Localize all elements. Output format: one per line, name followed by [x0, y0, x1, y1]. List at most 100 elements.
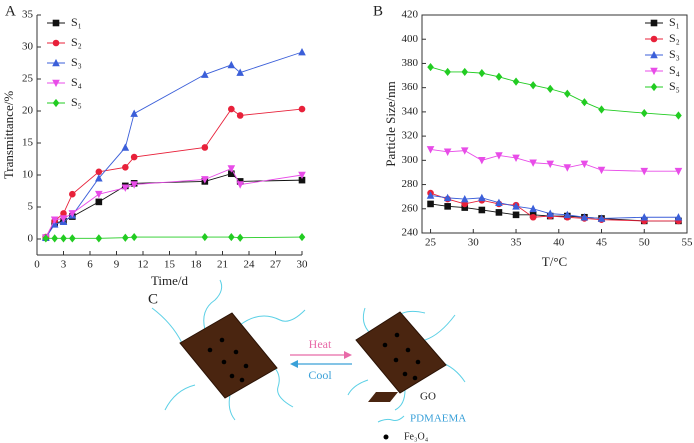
marker — [426, 191, 435, 199]
marker — [227, 60, 236, 69]
marker — [427, 62, 434, 72]
arrow-head — [344, 351, 352, 359]
marker — [478, 206, 486, 214]
series-line — [45, 236, 303, 239]
y-tick-label: 380 — [402, 57, 419, 69]
fe3o4-particle — [233, 349, 239, 355]
marker — [426, 146, 435, 154]
fe3o4-particle — [229, 373, 235, 379]
x-tick-label: 25 — [425, 237, 437, 249]
y-tick-label: 20 — [22, 105, 34, 117]
x-tick-label: 55 — [682, 237, 694, 249]
y-tick-label: 420 — [402, 9, 419, 21]
go-sheet — [355, 311, 447, 394]
heat-label: Heat — [309, 337, 332, 351]
polymer-chain — [239, 309, 306, 326]
legend-label: S₂ — [669, 31, 680, 45]
x-tick-label: 21 — [217, 259, 228, 271]
marker — [201, 70, 209, 78]
legend-marker — [650, 82, 658, 92]
legend-label: Fe₃O₄ — [404, 431, 429, 442]
fe3o4-particle — [382, 342, 388, 348]
x-tick-label: 24 — [244, 259, 256, 271]
marker — [495, 198, 503, 207]
polymer-chain — [151, 307, 183, 344]
marker — [563, 164, 572, 172]
x-tick-label: 30 — [297, 259, 309, 271]
charts: A0 3 6 9 12 15 18 21 24 27 3005101520253035Time/dT… — [1, 3, 693, 288]
marker — [236, 112, 244, 119]
panel-label: C — [148, 291, 158, 307]
marker — [461, 67, 469, 77]
x-tick-label: 18 — [191, 259, 203, 271]
series-line — [45, 108, 303, 238]
x-tick-label: 30 — [468, 237, 480, 249]
fe3o4-particle — [394, 332, 400, 338]
legend-label: S₄ — [71, 75, 82, 89]
marker — [228, 232, 235, 242]
marker — [478, 157, 486, 165]
x-tick-label: 40 — [553, 237, 565, 249]
fe3o4-particle — [402, 371, 408, 377]
fe3o4-particle — [393, 357, 399, 363]
legend-label: S₃ — [669, 47, 680, 61]
y-tick-label: 0 — [28, 233, 34, 245]
panel-label: A — [5, 3, 16, 19]
x-axis-label: Time/d — [151, 273, 189, 288]
x-tick-label: 6 — [87, 259, 93, 271]
marker — [529, 159, 537, 167]
marker — [236, 233, 244, 242]
marker — [495, 209, 503, 216]
marker — [121, 143, 130, 151]
marker — [69, 190, 76, 198]
y-tick-label: 15 — [22, 137, 34, 149]
cool-label: Cool — [308, 368, 332, 382]
marker — [60, 234, 67, 243]
marker — [674, 167, 683, 176]
marker — [298, 171, 306, 180]
marker — [95, 198, 103, 206]
y-tick-label: 340 — [402, 105, 419, 117]
polymer-chain — [203, 279, 223, 331]
y-tick-label: 10 — [22, 169, 34, 181]
marker — [298, 176, 306, 184]
marker — [95, 174, 103, 182]
legend-label: S₅ — [71, 95, 82, 109]
y-axis-label: Particle Size/nm — [383, 81, 398, 167]
legend-label: PDMAEMA — [410, 413, 466, 425]
go-sheet-left — [151, 279, 306, 421]
marker — [640, 167, 649, 176]
marker — [130, 109, 138, 117]
marker — [122, 164, 129, 171]
marker — [130, 232, 138, 242]
series-line — [430, 66, 679, 116]
marker — [427, 200, 434, 208]
y-tick-label: 30 — [22, 41, 34, 53]
legend-marker — [52, 19, 60, 27]
polymer-chain — [228, 394, 236, 421]
legend-label: S₁ — [71, 15, 82, 29]
marker — [201, 232, 209, 242]
x-tick-label: 3 — [61, 259, 67, 271]
marker — [236, 181, 244, 189]
polymer-chain — [424, 314, 456, 341]
legend-marker — [650, 35, 658, 43]
marker — [674, 213, 683, 221]
marker — [236, 68, 244, 76]
marker — [512, 154, 520, 163]
fe3o4-particle — [221, 359, 227, 365]
marker — [201, 176, 209, 184]
marker — [298, 232, 306, 242]
marker — [130, 153, 138, 161]
legend-marker — [52, 98, 60, 108]
marker — [130, 181, 138, 189]
y-tick-label: 35 — [22, 9, 34, 21]
marker — [495, 72, 503, 81]
marker — [580, 213, 589, 221]
y-tick-label: 260 — [402, 202, 419, 214]
polymer-chain — [347, 379, 369, 396]
fe3o4-particle — [405, 347, 411, 353]
marker — [598, 105, 605, 114]
marker — [478, 69, 486, 78]
